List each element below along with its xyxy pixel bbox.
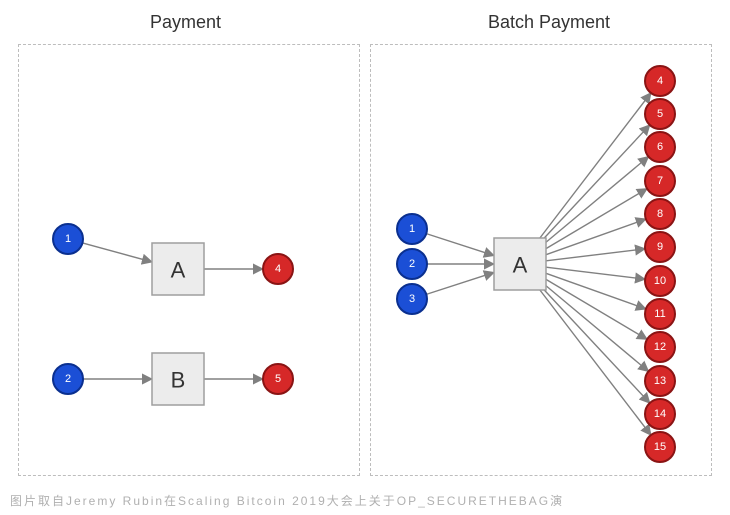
input-node: 3 [397,284,427,314]
output-node: 4 [645,66,675,96]
tx-box-label: A [513,253,528,278]
input-node: 2 [53,364,83,394]
node-label: 1 [409,223,415,235]
edge [82,243,152,262]
output-node: 13 [645,366,675,396]
input-node: 2 [397,249,427,279]
edge [546,279,647,339]
node-label: 10 [654,275,666,287]
edge [546,267,645,279]
edge [426,272,494,294]
tx-box-label: A [171,258,186,283]
diagram-payment: 1 A 4 2 B 5 [18,44,358,474]
node-label: 7 [657,175,663,187]
node-label: 1 [65,233,71,245]
node-label: 13 [654,375,666,387]
node-label: 15 [654,441,666,453]
node-label: 8 [657,208,663,220]
output-node: 7 [645,166,675,196]
tx-box: A [494,238,546,290]
node-label: 5 [657,108,663,120]
diagram-batch-payment: 123A456789101112131415 [370,44,710,474]
nodes: 1 A 4 2 B 5 [53,224,293,405]
edge [546,249,645,261]
node-label: 4 [275,263,281,275]
output-node: 9 [645,232,675,262]
node-label: 2 [409,258,415,270]
output-node: 11 [645,299,675,329]
tx-box: B [152,353,204,405]
tx-box-label: B [171,368,186,393]
tx-box: A [152,243,204,295]
edge [540,290,651,435]
node-label: 3 [409,293,415,305]
output-node: 14 [645,399,675,429]
edge [546,273,646,309]
output-node: 5 [645,99,675,129]
right-title: Batch Payment [488,12,610,33]
edge [426,234,494,256]
edge [546,219,646,255]
edge [544,125,649,238]
node-label: 14 [654,408,666,420]
node-label: 4 [657,75,663,87]
input-node: 1 [53,224,83,254]
node-label: 9 [657,241,663,253]
output-node: 10 [645,266,675,296]
output-node: 12 [645,332,675,362]
edge [546,286,648,372]
edge [544,290,649,403]
titles-row: Payment Batch Payment [0,12,730,42]
edge [540,93,651,238]
input-node: 1 [397,214,427,244]
node-label: 12 [654,341,666,353]
edge [546,189,647,249]
output-node: 5 [263,364,293,394]
output-node: 15 [645,432,675,462]
node-label: 11 [654,308,665,320]
output-node: 8 [645,199,675,229]
output-node: 4 [263,254,293,284]
node-label: 6 [657,141,663,153]
left-title: Payment [150,12,221,33]
edge [546,157,648,243]
node-label: 5 [275,373,281,385]
node-label: 2 [65,373,71,385]
output-node: 6 [645,132,675,162]
caption: 图片取自Jeremy Rubin在Scaling Bitcoin 2019大会上… [10,492,720,509]
